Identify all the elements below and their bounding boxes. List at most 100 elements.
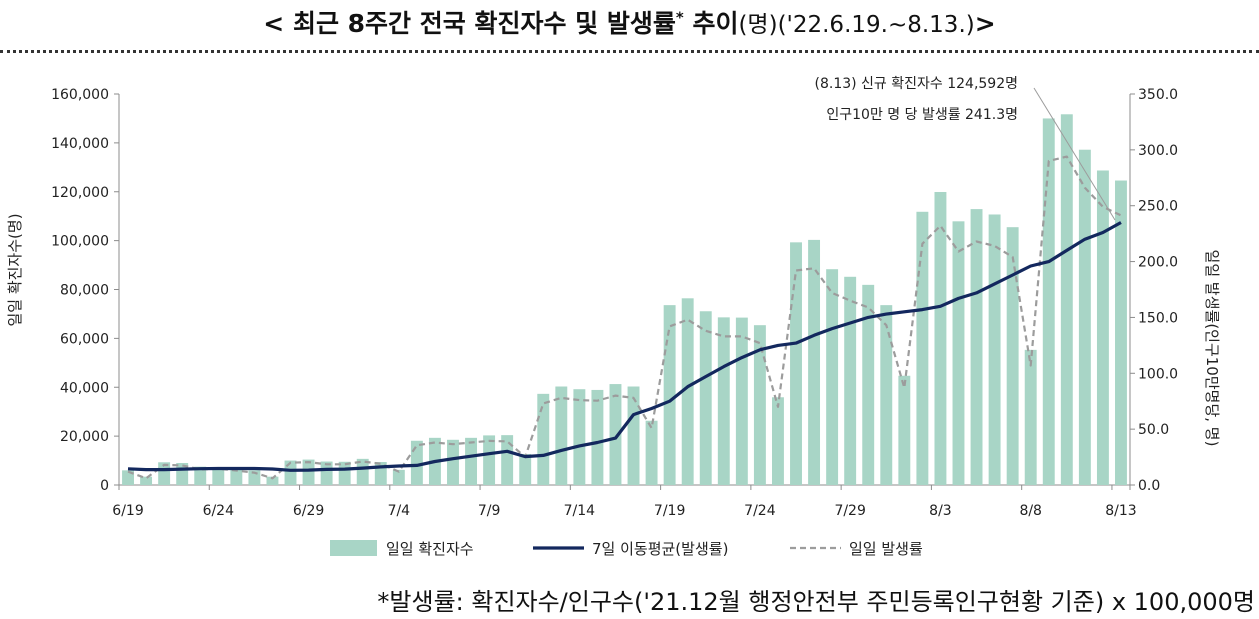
bar xyxy=(717,317,730,485)
y-tick-label: 20,000 xyxy=(60,429,109,445)
legend-label-moving-average: 7일 이동평균(발생률) xyxy=(592,540,728,558)
bar xyxy=(826,269,839,485)
y2-axis-label: 일일 발생률(인구10만명당, 명) xyxy=(1203,250,1221,447)
chart-title-asterisk: * xyxy=(675,8,684,27)
y-tick-label: 40,000 xyxy=(60,380,109,396)
bar xyxy=(844,276,857,485)
line-series xyxy=(127,155,1122,480)
bar xyxy=(158,462,171,485)
bar xyxy=(248,470,261,485)
bar-series xyxy=(122,114,1127,485)
chart-title-unit: (명) xyxy=(738,12,778,38)
bar xyxy=(555,386,568,485)
y2-tick-label: 0.0 xyxy=(1138,478,1160,494)
chart-title-period: ('22.6.19.~8.13.) xyxy=(777,12,975,38)
bar xyxy=(1096,170,1109,485)
x-tick-label: 8/3 xyxy=(929,503,952,519)
bar xyxy=(573,389,586,485)
bar xyxy=(988,214,1001,485)
legend-label-bars: 일일 확진자수 xyxy=(386,540,474,558)
y-tick-label: 60,000 xyxy=(60,331,109,347)
bar xyxy=(735,317,748,485)
bar xyxy=(1060,114,1073,485)
chart-axes: 0 20,000 40,000 60,000 80,000 100,000 120,000 1… xyxy=(51,87,1178,519)
legend-label-daily-rate: 일일 발생률 xyxy=(849,540,923,558)
bar xyxy=(970,209,983,485)
bar xyxy=(916,211,929,485)
x-tick-label: 7/4 xyxy=(388,503,411,519)
x-tick-label: 6/19 xyxy=(112,503,143,519)
bar xyxy=(591,389,604,485)
bar xyxy=(790,242,802,485)
bar xyxy=(952,221,965,485)
bar xyxy=(266,476,279,485)
y2-tick-label: 150.0 xyxy=(1138,310,1178,326)
y2-tick-label: 250.0 xyxy=(1138,199,1178,215)
bar xyxy=(1024,349,1037,485)
bar xyxy=(1042,118,1055,485)
bar xyxy=(338,461,351,485)
bar xyxy=(1078,149,1091,485)
bar xyxy=(140,476,153,485)
annotation-line-1: (8.13) 신규 확진자수 124,592명 xyxy=(815,76,1019,92)
bar xyxy=(537,393,550,485)
bar xyxy=(1115,180,1127,485)
y-tick-label: 0 xyxy=(100,478,109,494)
bar xyxy=(1006,227,1019,485)
bar xyxy=(880,305,893,485)
footnote: *발생률: 확진자수/인구수('21.12월 행정안전부 주민등록인구현황 기준… xyxy=(377,588,1255,616)
x-tick-label: 6/24 xyxy=(203,503,235,519)
y2-tick-label: 50.0 xyxy=(1138,422,1169,438)
bar xyxy=(681,298,694,485)
bar xyxy=(483,435,496,485)
y-tick-label: 80,000 xyxy=(60,283,109,299)
bar xyxy=(663,305,676,485)
x-tick-label: 7/14 xyxy=(564,503,596,519)
annotation: (8.13) 신규 확진자수 124,592명 인구10만 명 당 발생률 24… xyxy=(815,76,1116,221)
legend-swatch-bars xyxy=(330,540,377,556)
y-tick-label: 100,000 xyxy=(51,234,109,250)
bar xyxy=(808,239,821,485)
y-tick-label: 160,000 xyxy=(51,87,109,103)
chart-title-close: > xyxy=(974,9,996,38)
x-tick-label: 8/8 xyxy=(1019,503,1042,519)
bar xyxy=(501,435,514,485)
title-divider xyxy=(0,50,1259,53)
bar xyxy=(230,468,243,485)
y2-tick-label: 350.0 xyxy=(1138,87,1178,103)
bar xyxy=(898,375,911,485)
x-tick-label: 7/19 xyxy=(654,503,685,519)
chart-legend: 일일 확진자수 7일 이동평균(발생률) 일일 발생률 xyxy=(330,540,923,558)
bar xyxy=(284,460,297,485)
bar xyxy=(934,191,947,485)
x-tick-label: 7/9 xyxy=(478,503,501,519)
bar xyxy=(627,386,640,485)
covid-chart: 0 20,000 40,000 60,000 80,000 100,000 120,000 1… xyxy=(6,76,1221,558)
bar xyxy=(410,440,423,485)
bar xyxy=(519,453,532,485)
y-tick-label: 120,000 xyxy=(51,185,109,201)
bar xyxy=(356,458,369,485)
bar xyxy=(447,439,459,485)
bar xyxy=(212,467,225,485)
chart-title-main: < 최근 8주간 전국 확진자수 및 발생률 xyxy=(263,9,676,38)
y2-tick-label: 100.0 xyxy=(1138,366,1178,382)
bar xyxy=(320,461,333,485)
x-tick-label: 7/29 xyxy=(834,503,865,519)
x-tick-label: 7/24 xyxy=(744,503,776,519)
annotation-line-2: 인구10만 명 당 발생률 241.3명 xyxy=(826,107,1018,123)
y-axis-label: 일일 확진자수(명) xyxy=(6,213,24,326)
bar xyxy=(465,437,478,485)
bar xyxy=(609,384,622,485)
bar xyxy=(645,420,658,485)
bar xyxy=(392,469,405,485)
daily-rate-line xyxy=(127,155,1122,480)
y2-tick-label: 200.0 xyxy=(1138,255,1178,271)
bar xyxy=(699,311,712,485)
bar xyxy=(122,470,134,485)
bar xyxy=(194,466,207,485)
chart-title: < 최근 8주간 전국 확진자수 및 발생률* 추이(명)('22.6.19.~… xyxy=(0,4,1259,40)
x-tick-label: 8/13 xyxy=(1105,503,1136,519)
chart-title-main-2: 추이 xyxy=(683,9,739,38)
annotation-leader-line xyxy=(1033,87,1116,221)
